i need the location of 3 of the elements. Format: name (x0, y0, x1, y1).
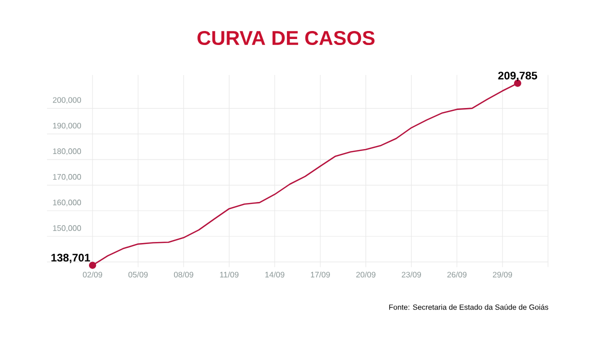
data-label: 138,701 (51, 254, 90, 264)
chart-title: CURVA DE CASOS (198, 30, 375, 46)
data-label: 209,785 (498, 72, 538, 82)
